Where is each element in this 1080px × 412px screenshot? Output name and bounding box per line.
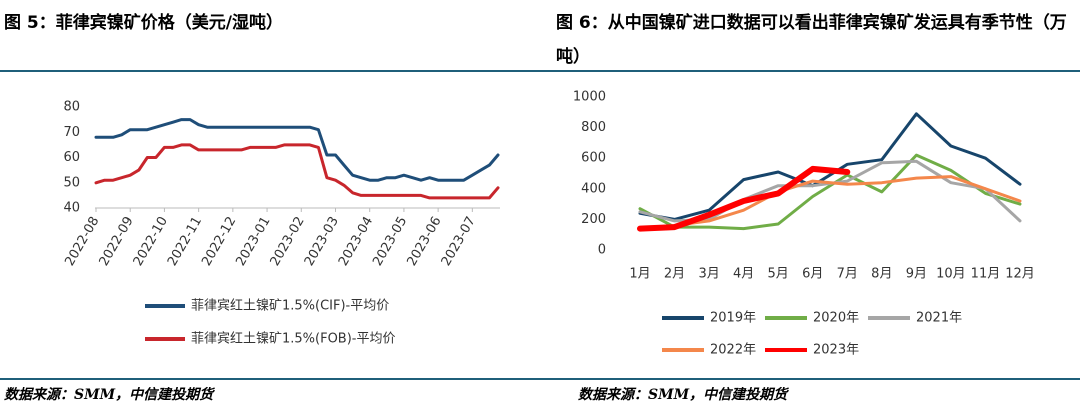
series-line (94, 143, 500, 200)
chart: 0 200 400 600 800 1000 1月 2月 3月 4月 5月 6月 7月 8月 9月 10月 11… (573, 90, 1035, 358)
y-tick-label: 60 (63, 150, 80, 165)
y-tick-label: 50 (63, 175, 80, 190)
x-tick-label: 7月 (837, 267, 858, 282)
source-note: 数据来源：SMM，中信建投期货 (578, 387, 788, 403)
series-line (638, 175, 1022, 231)
chart-title: 图 6：从中国镍矿进口数据可以看出菲律宾镍矿发运具有季节性（万吨） (556, 13, 1067, 67)
legend-label: 菲律宾红土镍矿1.5%(CIF)-平均价 (191, 298, 389, 314)
legend-label: 菲律宾红土镍矿1.5%(FOB)-平均价 (191, 331, 396, 347)
legend-label: 2022年 (710, 343, 756, 358)
x-tick-label: 2月 (664, 267, 685, 282)
x-tick-label: 5月 (768, 267, 789, 282)
x-tick-label: 8月 (871, 267, 892, 282)
source-note: 数据来源：SMM，中信建投期货 (4, 387, 214, 403)
y-tick-label: 70 (63, 125, 80, 140)
legend-label: 2023年 (813, 343, 859, 358)
series-line (638, 112, 1022, 221)
legend-label: 2021年 (916, 311, 962, 326)
x-tick-label: 10月 (936, 267, 966, 282)
legend-label: 2020年 (813, 311, 859, 326)
series-line (94, 118, 500, 182)
x-tick-label: 2023-07 (439, 214, 479, 269)
footer-rule (0, 378, 1080, 380)
y-tick-label: 600 (581, 151, 606, 166)
x-tick-label: 9月 (906, 267, 927, 282)
x-tick-label: 12月 (1005, 267, 1035, 282)
x-tick-label: 1月 (629, 267, 650, 282)
x-tick-label: 4月 (733, 267, 754, 282)
chart: 40506070802022-082022-092022-102022-1120… (62, 100, 500, 347)
legend-label: 2019年 (710, 311, 756, 326)
y-tick-label: 0 (598, 243, 606, 258)
series-line (638, 153, 1022, 231)
y-tick-label: 40 (63, 201, 80, 216)
x-tick-label: 3月 (698, 267, 719, 282)
x-tick-label: 6月 (802, 267, 823, 282)
y-tick-label: 80 (63, 100, 80, 115)
header-rule (0, 70, 1080, 72)
y-tick-label: 400 (581, 181, 606, 196)
y-tick-label: 800 (581, 120, 606, 135)
chart-title: 图 5：菲律宾镍矿价格（美元/湿吨） (4, 13, 283, 33)
series-line (637, 165, 851, 232)
x-tick-label: 11月 (971, 267, 1001, 282)
y-tick-label: 1000 (573, 90, 606, 105)
y-tick-label: 200 (581, 212, 606, 227)
